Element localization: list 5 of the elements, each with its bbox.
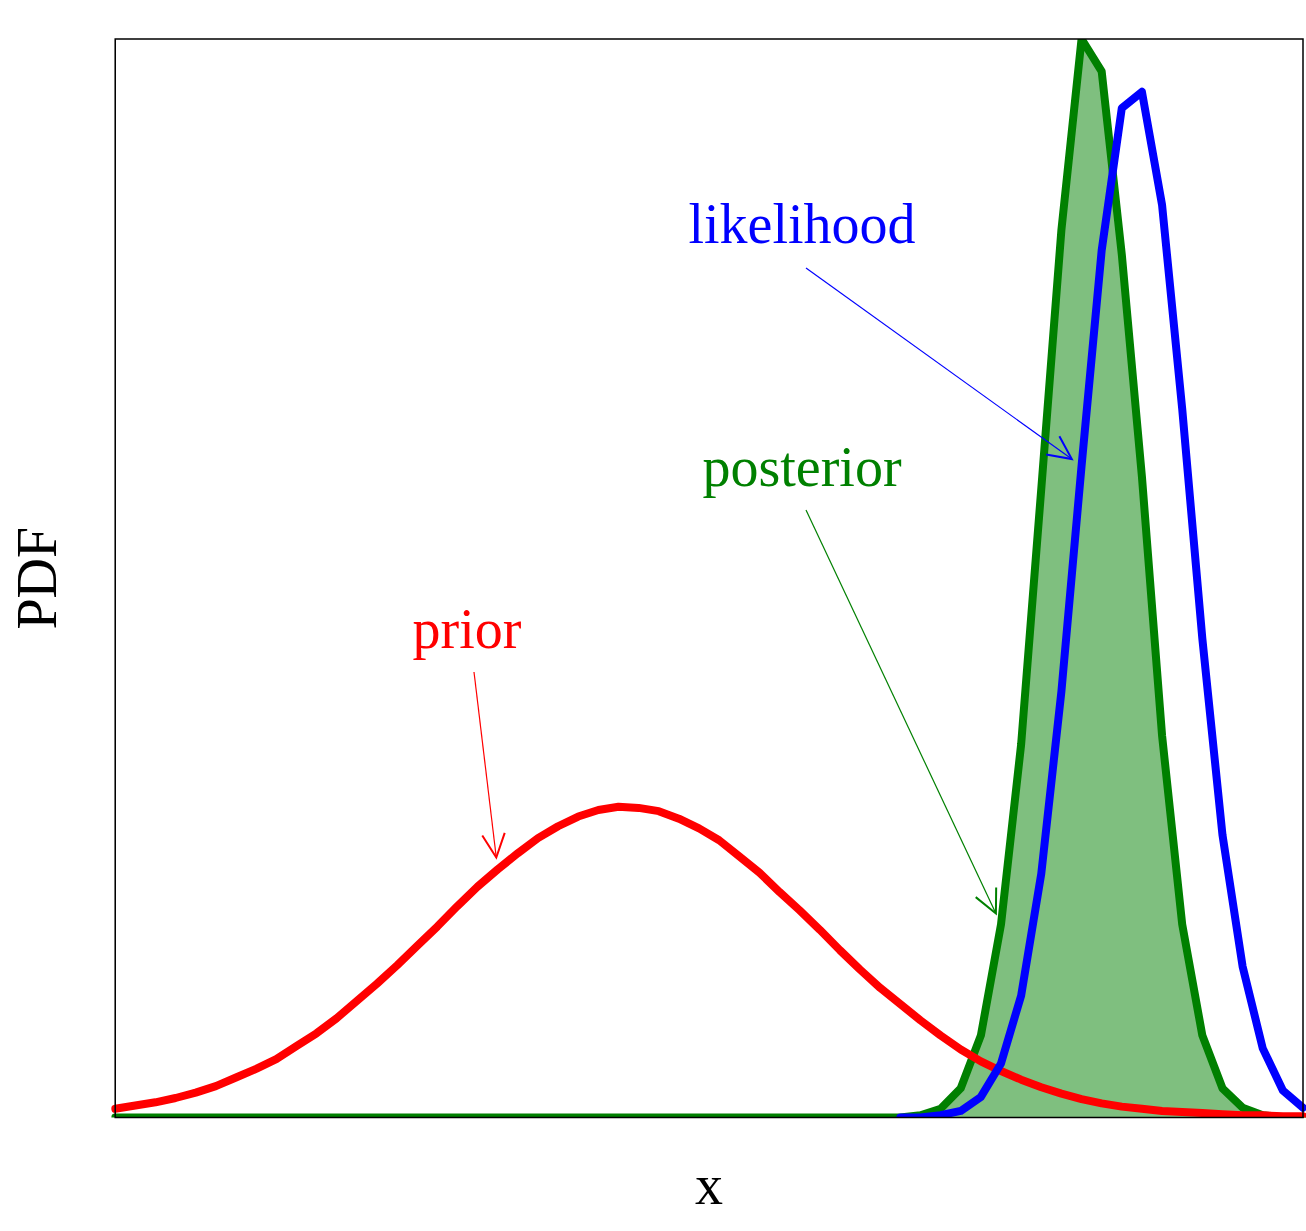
text: posterior [702,436,902,498]
text: likelihood [688,193,916,255]
text: prior [412,598,522,660]
x-axis-title: x [695,1154,724,1217]
y-axis-title: PDF [6,526,69,630]
